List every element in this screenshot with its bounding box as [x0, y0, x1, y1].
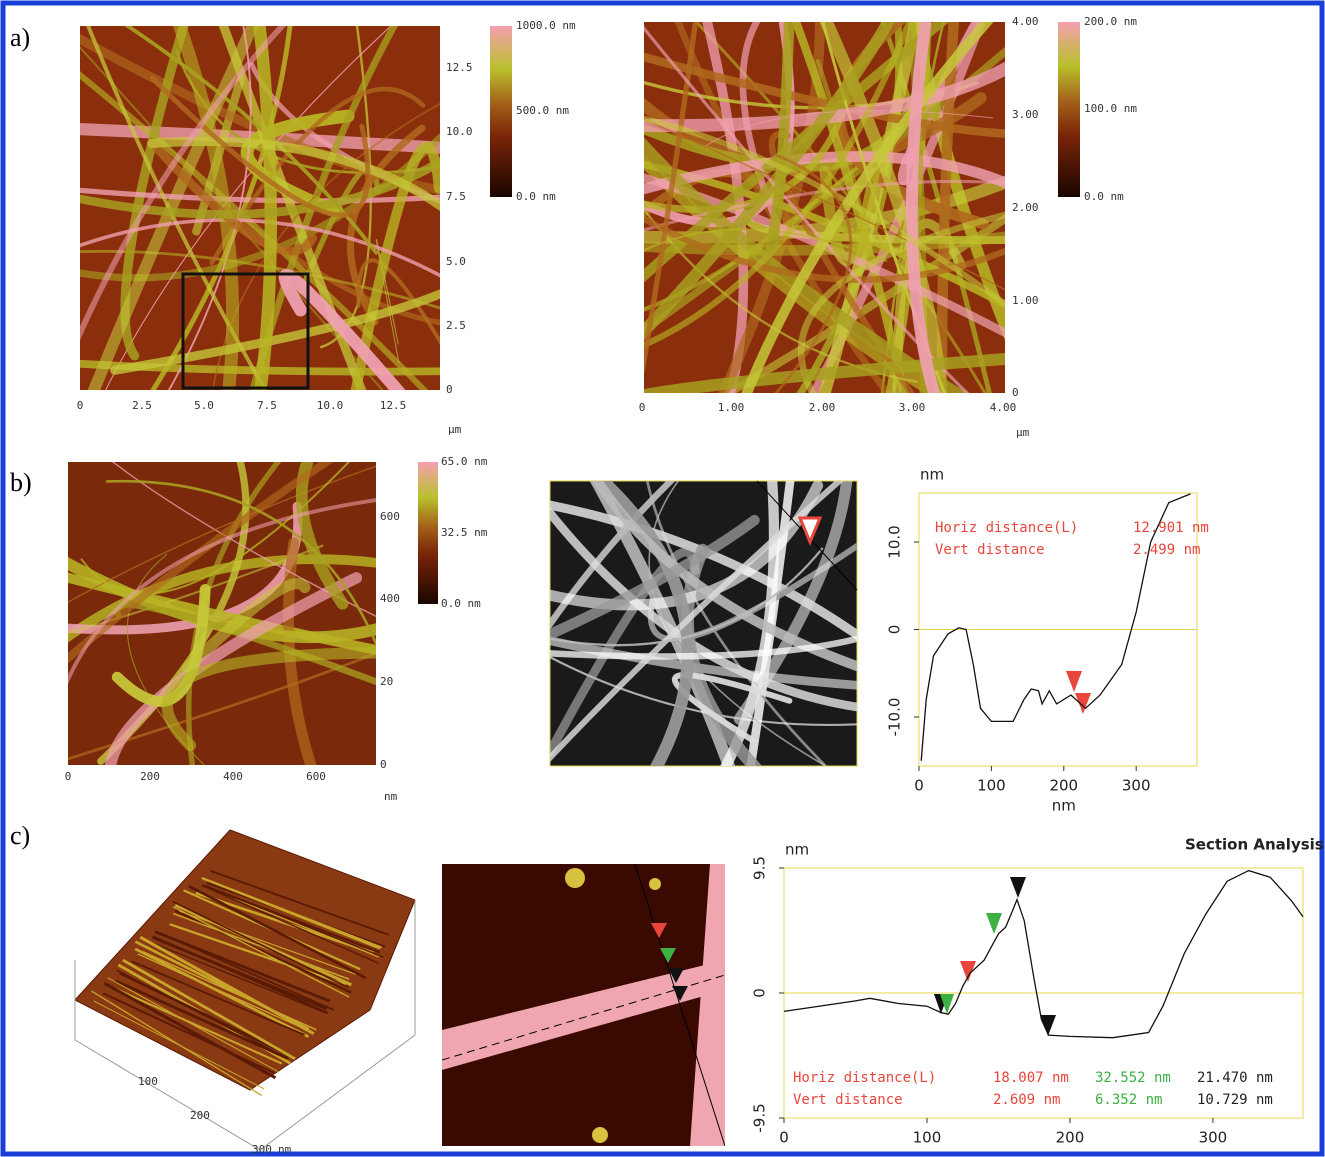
tick-label: 0 — [65, 770, 72, 783]
tick-label: 20 — [380, 675, 393, 688]
tick-label: 10.0 — [317, 399, 344, 412]
surface-3d — [75, 830, 415, 1090]
tick-label: 3.00 — [1012, 108, 1039, 121]
tick-label: 200 — [140, 770, 160, 783]
tick-label: 1000.0 nm — [516, 19, 576, 32]
x-tick-label: 200 — [1049, 777, 1078, 795]
tick-label: 0 — [1012, 386, 1019, 399]
y-tick-label: -10.0 — [886, 698, 904, 737]
tick-label: 200 — [190, 1109, 210, 1122]
tick-label: 2.00 — [809, 401, 836, 414]
x-tick-label: 300 — [1122, 777, 1151, 795]
tick-label: 2.5 — [446, 319, 466, 332]
colorbar — [490, 26, 512, 197]
tick-label: 12.5 — [380, 399, 407, 412]
y-tick-label: 0 — [751, 988, 769, 998]
tick-label: 0.0 nm — [516, 190, 556, 203]
tick-label: 65.0 nm — [441, 455, 488, 468]
annotation-label: Horiz distance(L) — [935, 520, 1078, 536]
tick-label: 5.0 — [194, 399, 214, 412]
tick-label: 600 — [306, 770, 326, 783]
annotation-value: 21.470 nm — [1197, 1070, 1273, 1086]
tick-label: 100 — [138, 1075, 158, 1088]
annotation-value: 2.499 nm — [1133, 542, 1200, 558]
x-tick-label: 0 — [779, 1129, 789, 1147]
cursor — [1066, 671, 1082, 692]
tick-label: 10.0 — [446, 125, 473, 138]
figure: a) b) c) 12.5 10.0 7.5 5.0 2.5 0 0 2.5 5.0 7.5 10.… — [0, 0, 1325, 1157]
y-tick-label: 9.5 — [751, 856, 769, 880]
annotation-label: Vert distance — [793, 1092, 903, 1108]
annotation-value: 32.552 nm — [1095, 1070, 1171, 1086]
cursor — [960, 961, 976, 982]
unit-label: µm — [1016, 426, 1030, 439]
tick-label: 400 — [223, 770, 243, 783]
y-tick-label: 0 — [886, 625, 904, 635]
tick-label: 0 — [639, 401, 646, 414]
tick-label: 0 — [446, 383, 453, 396]
tick-label: 4.00 — [990, 401, 1017, 414]
tick-label: 0.0 nm — [1084, 190, 1124, 203]
unit-label: nm — [278, 1143, 292, 1156]
chart-title: Section Analysis — [1185, 836, 1324, 854]
x-tick-label: 300 — [1199, 1129, 1228, 1147]
tick-label: 1.00 — [1012, 294, 1039, 307]
tick-label: 600 — [380, 510, 400, 523]
colorbar — [418, 462, 438, 604]
annotation-value: 2.609 nm — [993, 1092, 1060, 1108]
annotation-label: Horiz distance(L) — [793, 1070, 936, 1086]
particle — [649, 878, 661, 890]
panel-label: b) — [10, 468, 32, 497]
x-tick-label: 100 — [913, 1129, 942, 1147]
unit-label: nm — [384, 790, 398, 803]
colorbar — [1058, 22, 1080, 197]
tick-label: 7.5 — [446, 190, 466, 203]
tick-label: 0 — [77, 399, 84, 412]
tick-label: 500.0 nm — [516, 104, 569, 117]
tick-label: 400 — [380, 592, 400, 605]
tick-label: 4.00 — [1012, 15, 1039, 28]
tick-label: 300 — [252, 1143, 272, 1156]
y-axis-label: nm — [785, 841, 809, 859]
x-axis-label: nm — [1052, 797, 1076, 815]
annotation-value: 6.352 nm — [1095, 1092, 1162, 1108]
cursor — [986, 913, 1002, 934]
tick-label: 5.0 — [446, 255, 466, 268]
tick-label: 32.5 nm — [441, 526, 488, 539]
cursor — [1075, 693, 1091, 714]
y-tick-label: -9.5 — [751, 1103, 769, 1132]
tick-label: 0 — [380, 758, 387, 771]
tick-label: 0.0 nm — [441, 597, 481, 610]
tick-label: 2.00 — [1012, 201, 1039, 214]
annotation-value: 12.901 nm — [1133, 520, 1209, 536]
tick-label: 3.00 — [899, 401, 926, 414]
unit-label: µm — [448, 423, 462, 436]
tick-label: 200.0 nm — [1084, 15, 1137, 28]
panel-label: c) — [10, 821, 30, 850]
page: a) b) c) 12.5 10.0 7.5 5.0 2.5 0 0 2.5 5.0 7.5 10.… — [0, 0, 1325, 1157]
panel-label: a) — [10, 23, 30, 52]
particle — [565, 868, 585, 888]
x-tick-label: 200 — [1056, 1129, 1085, 1147]
tick-label: 12.5 — [446, 61, 473, 74]
tick-label: 100.0 nm — [1084, 102, 1137, 115]
tick-label: 1.00 — [718, 401, 745, 414]
cursor — [1010, 877, 1026, 898]
x-tick-label: 0 — [914, 777, 924, 795]
tick-label: 2.5 — [132, 399, 152, 412]
x-tick-label: 100 — [977, 777, 1006, 795]
y-tick-label: 10.0 — [886, 525, 904, 558]
particle — [592, 1127, 608, 1143]
annotation-value: 18.007 nm — [993, 1070, 1069, 1086]
profile-line — [784, 871, 1303, 1038]
annotation-value: 10.729 nm — [1197, 1092, 1273, 1108]
y-axis-label: nm — [920, 466, 944, 484]
annotation-label: Vert distance — [935, 542, 1045, 558]
tick-label: 7.5 — [257, 399, 277, 412]
